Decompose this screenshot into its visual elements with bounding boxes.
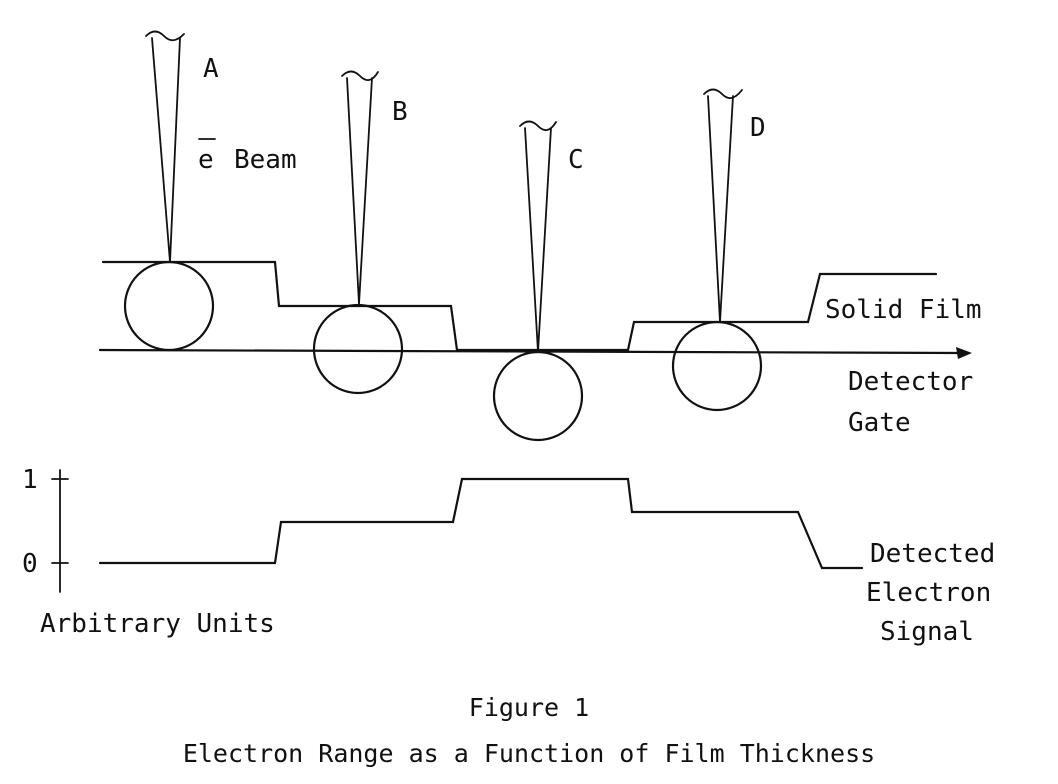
detector-gate-arrow-icon — [956, 347, 972, 359]
tick-zero-label: 0 — [22, 549, 38, 579]
solid-film-label: Solid Film — [825, 295, 982, 325]
signal-label-line3: Signal — [880, 617, 974, 647]
axis-units-label: Arbitrary Units — [40, 609, 275, 639]
signal-label-line2: Electron — [866, 578, 991, 608]
tick-one-label: 1 — [22, 465, 38, 495]
electron-symbol: e — [198, 145, 214, 175]
detector-label-line1: Detector — [848, 367, 973, 397]
particle-a — [123, 260, 215, 352]
signal-label-line1: Detected — [870, 539, 995, 569]
beam-label-c: C — [568, 145, 584, 175]
particle-d — [671, 320, 763, 412]
detected-signal-trace — [98, 477, 864, 570]
beam-label-b: B — [392, 97, 408, 127]
beam-b — [341, 70, 379, 305]
beam-d — [703, 88, 743, 323]
solid-film-profile — [101, 260, 938, 352]
figure-title: Electron Range as a Function of Film Thi… — [183, 739, 875, 768]
beam-label-a: A — [203, 54, 219, 84]
beam-c — [519, 120, 557, 353]
figure-number: Figure 1 — [469, 693, 589, 722]
detector-label-line2: Gate — [848, 408, 911, 438]
particle-c — [492, 350, 584, 442]
particle-b — [312, 303, 404, 395]
beam-label-d: D — [750, 113, 766, 143]
beam-a — [145, 30, 185, 263]
beam-word: Beam — [234, 145, 297, 175]
